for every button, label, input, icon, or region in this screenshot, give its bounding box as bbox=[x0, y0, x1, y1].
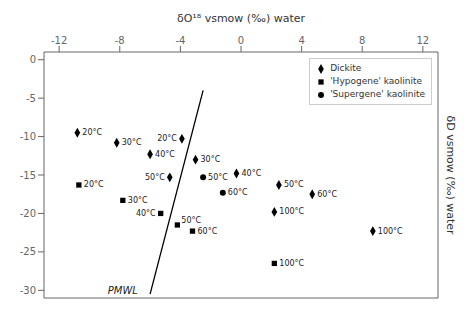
svg-text:-12: -12 bbox=[51, 35, 67, 46]
svg-text:0: 0 bbox=[30, 54, 36, 65]
svg-text:30°C: 30°C bbox=[128, 196, 148, 205]
html-text:'Supergene' kaolinite: 'Supergene' kaolinite bbox=[330, 89, 425, 99]
svg-text:60°C: 60°C bbox=[198, 227, 218, 236]
svg-text:50°C: 50°C bbox=[208, 173, 228, 182]
svg-text:100°C: 100°C bbox=[279, 259, 304, 268]
svg-text:-5: -5 bbox=[26, 93, 36, 104]
svg-text:20°C: 20°C bbox=[84, 180, 104, 189]
svg-text:50°C: 50°C bbox=[284, 180, 304, 189]
svg-text:-8: -8 bbox=[115, 35, 125, 46]
svg-text:-10: -10 bbox=[20, 131, 36, 142]
svg-text:8: 8 bbox=[359, 35, 365, 46]
svg-text:40°C: 40°C bbox=[136, 209, 156, 218]
html-text:'Hypogene' kaolinite: 'Hypogene' kaolinite bbox=[330, 76, 423, 86]
svg-text:-20: -20 bbox=[20, 208, 36, 219]
svg-text:12: 12 bbox=[416, 35, 429, 46]
svg-text:-25: -25 bbox=[20, 246, 36, 257]
svg-text:δO¹⁸ vsmow (‰) water: δO¹⁸ vsmow (‰) water bbox=[177, 12, 306, 25]
svg-text:60°C: 60°C bbox=[317, 190, 337, 199]
html-text:Dickite: Dickite bbox=[330, 63, 362, 73]
svg-text:100°C: 100°C bbox=[279, 207, 304, 216]
svg-text:30°C: 30°C bbox=[201, 155, 221, 164]
svg-text:50°C: 50°C bbox=[181, 216, 201, 225]
svg-text:60°C: 60°C bbox=[228, 188, 248, 197]
svg-text:50°C: 50°C bbox=[145, 173, 165, 182]
svg-text:40°C: 40°C bbox=[155, 150, 175, 159]
svg-text:30°C: 30°C bbox=[122, 138, 142, 147]
svg-text:-30: -30 bbox=[20, 285, 36, 296]
svg-text:-15: -15 bbox=[20, 170, 36, 181]
svg-text:PMWL: PMWL bbox=[108, 285, 138, 296]
svg-text:4: 4 bbox=[298, 35, 304, 46]
svg-text:100°C: 100°C bbox=[378, 227, 403, 236]
svg-text:δD vsmow (‰) water: δD vsmow (‰) water bbox=[444, 115, 457, 235]
svg-text:-4: -4 bbox=[175, 35, 185, 46]
svg-text:40°C: 40°C bbox=[241, 169, 261, 178]
svg-text:20°C: 20°C bbox=[82, 128, 102, 137]
svg-text:0: 0 bbox=[238, 35, 244, 46]
svg-text:20°C: 20°C bbox=[157, 134, 177, 143]
